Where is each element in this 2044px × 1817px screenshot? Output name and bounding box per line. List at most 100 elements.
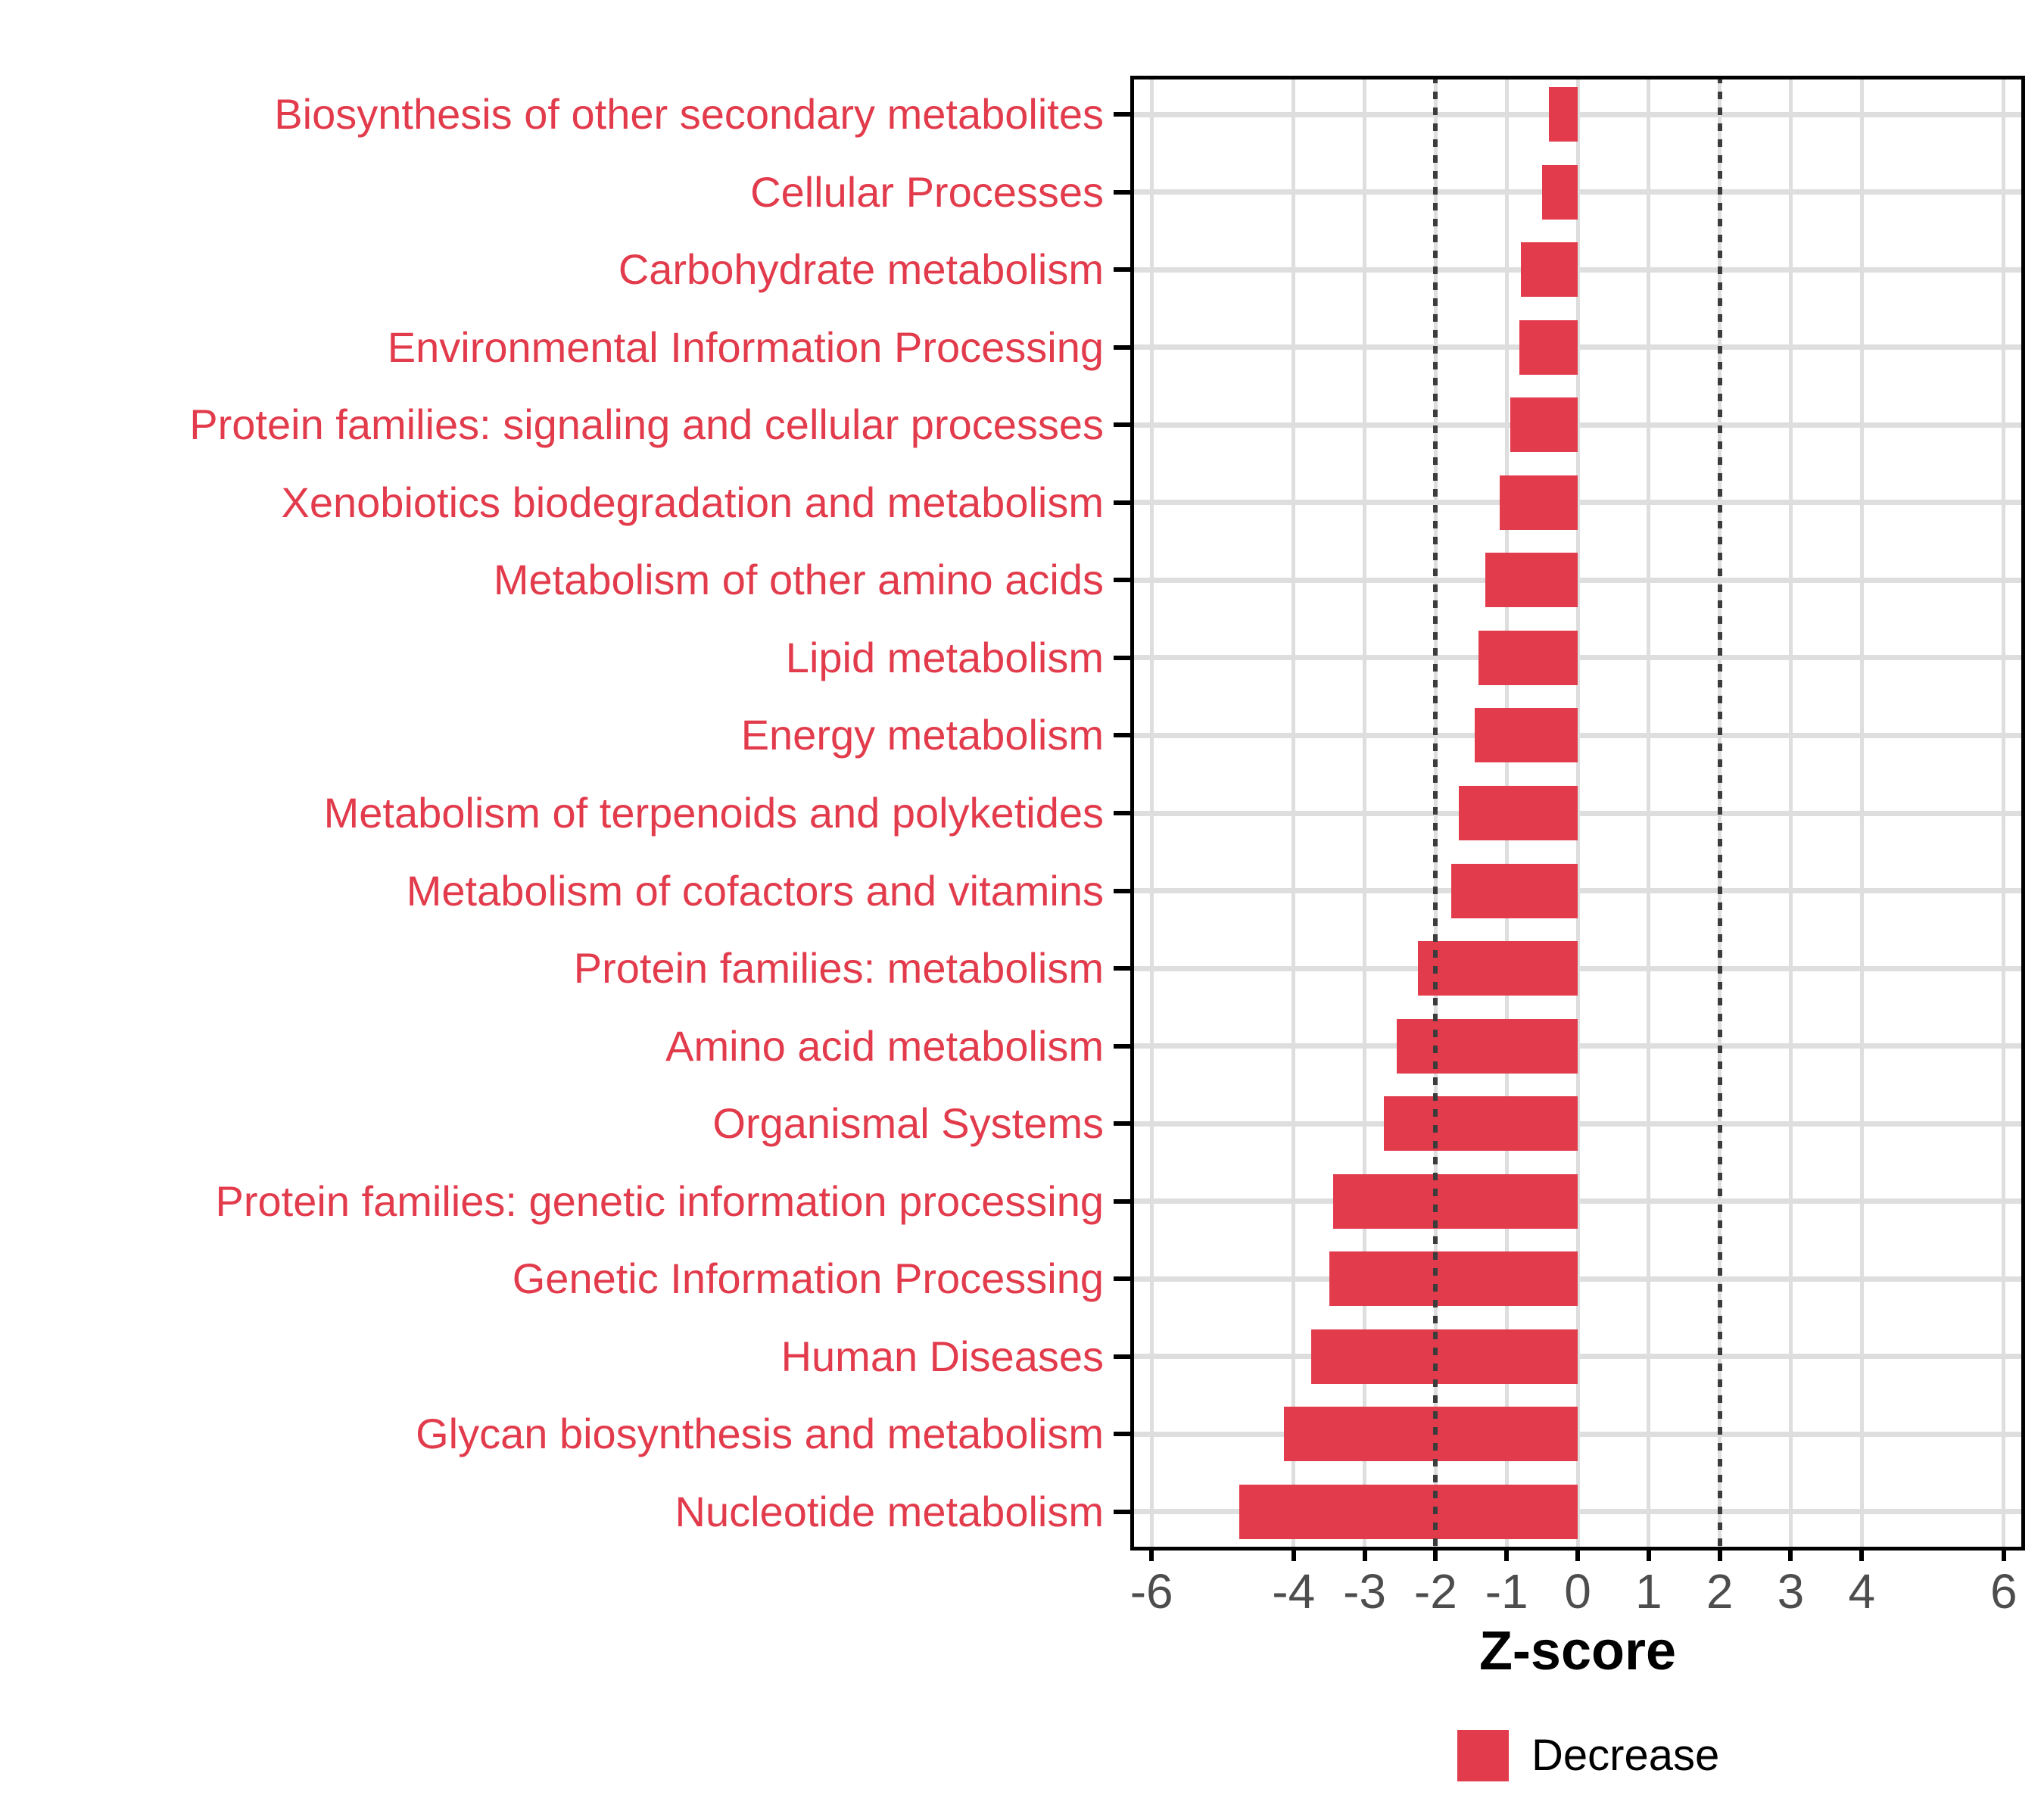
legend: Decrease <box>1457 1730 1719 1781</box>
bar <box>1459 786 1578 840</box>
y-gridline <box>1130 1120 2025 1127</box>
x-axis-tick <box>1646 1551 1651 1561</box>
y-axis-tick <box>1114 500 1130 505</box>
reference-line <box>1717 76 1722 1551</box>
y-gridline <box>1130 577 2025 583</box>
y-axis-label: Metabolism of terpenoids and polyketides <box>323 789 1104 837</box>
x-axis-tick <box>1575 1551 1580 1561</box>
x-axis-tick <box>1149 1551 1154 1561</box>
y-gridline <box>1130 655 2025 661</box>
y-axis-label: Environmental Information Processing <box>387 323 1104 371</box>
y-axis-label: Metabolism of other amino acids <box>493 556 1104 604</box>
y-gridline <box>1130 732 2025 738</box>
y-axis-tick <box>1114 1198 1130 1204</box>
bar <box>1499 475 1578 530</box>
x-axis-tick <box>1788 1551 1793 1561</box>
y-gridline <box>1130 810 2025 816</box>
x-axis-tick-label: -2 <box>1413 1564 1457 1619</box>
legend-key-swatch <box>1457 1730 1509 1781</box>
x-axis-tick <box>1504 1551 1510 1561</box>
bar <box>1329 1251 1578 1307</box>
y-axis-tick <box>1114 655 1130 660</box>
y-gridline <box>1130 189 2025 195</box>
x-axis-tick-label: 1 <box>1635 1564 1662 1619</box>
bar <box>1549 87 1578 142</box>
y-gridline <box>1130 888 2025 894</box>
y-gridline <box>1130 500 2025 506</box>
y-gridline <box>1130 1354 2025 1360</box>
x-axis-tick-label: 2 <box>1706 1564 1734 1619</box>
bar <box>1239 1484 1578 1539</box>
x-axis-tick-label: 4 <box>1848 1564 1876 1619</box>
bar <box>1510 397 1578 453</box>
x-axis-tick <box>1291 1551 1296 1561</box>
reference-line <box>1433 76 1438 1551</box>
y-axis-label: Protein families: signaling and cellular… <box>189 400 1104 449</box>
legend-label: Decrease <box>1531 1731 1720 1780</box>
x-axis-tick <box>1433 1551 1438 1561</box>
x-axis-tick <box>1717 1551 1722 1561</box>
y-axis-label: Biosynthesis of other secondary metaboli… <box>274 90 1104 139</box>
bar <box>1417 941 1578 996</box>
y-axis-label: Amino acid metabolism <box>665 1021 1104 1070</box>
y-axis-label: Xenobiotics biodegradation and metabolis… <box>281 478 1104 526</box>
y-axis-label: Nucleotide metabolism <box>675 1487 1104 1535</box>
y-axis-label: Energy metabolism <box>740 711 1104 759</box>
bar <box>1383 1096 1578 1152</box>
x-axis-tick-label: -6 <box>1129 1564 1173 1619</box>
bar <box>1519 319 1578 375</box>
y-axis-label: Human Diseases <box>781 1332 1104 1380</box>
y-axis-tick <box>1114 1354 1130 1359</box>
y-gridline <box>1130 965 2025 971</box>
y-axis-tick <box>1114 578 1130 583</box>
bar <box>1333 1173 1578 1229</box>
x-axis-tick <box>2001 1551 2006 1561</box>
y-axis-label: Glycan biosynthesis and metabolism <box>416 1410 1104 1458</box>
y-axis-label: Metabolism of cofactors and vitamins <box>406 866 1104 915</box>
y-axis-label: Genetic Information Processing <box>512 1254 1104 1303</box>
y-axis-label: Carbohydrate metabolism <box>618 245 1104 294</box>
bar <box>1485 553 1578 608</box>
bar <box>1396 1018 1578 1074</box>
x-axis-title: Z-score <box>1478 1621 1677 1681</box>
y-axis-tick <box>1114 1121 1130 1127</box>
x-axis-tick-label: -4 <box>1272 1564 1316 1619</box>
y-axis-tick <box>1114 888 1130 893</box>
x-axis-tick <box>1859 1551 1865 1561</box>
y-gridline <box>1130 344 2025 351</box>
x-axis-tick-label: -1 <box>1485 1564 1528 1619</box>
y-axis-label: Protein families: metabolism <box>573 944 1104 993</box>
y-axis-tick <box>1114 112 1130 117</box>
y-gridline <box>1130 266 2025 273</box>
y-axis-tick <box>1114 811 1130 815</box>
x-axis-tick-label: 0 <box>1564 1564 1591 1619</box>
y-gridline <box>1130 422 2025 428</box>
y-gridline <box>1130 1276 2025 1282</box>
y-gridline <box>1130 111 2025 117</box>
x-axis-tick-label: -3 <box>1343 1564 1387 1619</box>
bar <box>1311 1329 1578 1384</box>
y-axis-tick <box>1114 267 1130 273</box>
y-axis-tick <box>1114 733 1130 738</box>
y-axis-label: Lipid metabolism <box>785 633 1104 681</box>
bar <box>1474 708 1578 763</box>
y-axis-tick <box>1114 1276 1130 1282</box>
x-axis-tick-label: 3 <box>1777 1564 1805 1619</box>
y-axis-tick <box>1114 344 1130 350</box>
y-axis-tick <box>1114 422 1130 428</box>
y-axis-tick <box>1114 1432 1130 1437</box>
bar <box>1451 863 1578 918</box>
x-axis-tick <box>1362 1551 1367 1561</box>
bar <box>1283 1407 1578 1462</box>
y-gridline <box>1130 1043 2025 1049</box>
y-axis-tick <box>1114 1043 1130 1049</box>
y-axis-tick <box>1114 1509 1130 1514</box>
y-axis-tick <box>1114 189 1130 195</box>
y-axis-tick <box>1114 966 1130 971</box>
plot-panel <box>1130 76 2025 1551</box>
y-axis-label: Cellular Processes <box>750 167 1104 216</box>
y-gridline <box>1130 1431 2025 1437</box>
y-gridline <box>1130 1509 2025 1515</box>
y-gridline <box>1130 1198 2025 1205</box>
